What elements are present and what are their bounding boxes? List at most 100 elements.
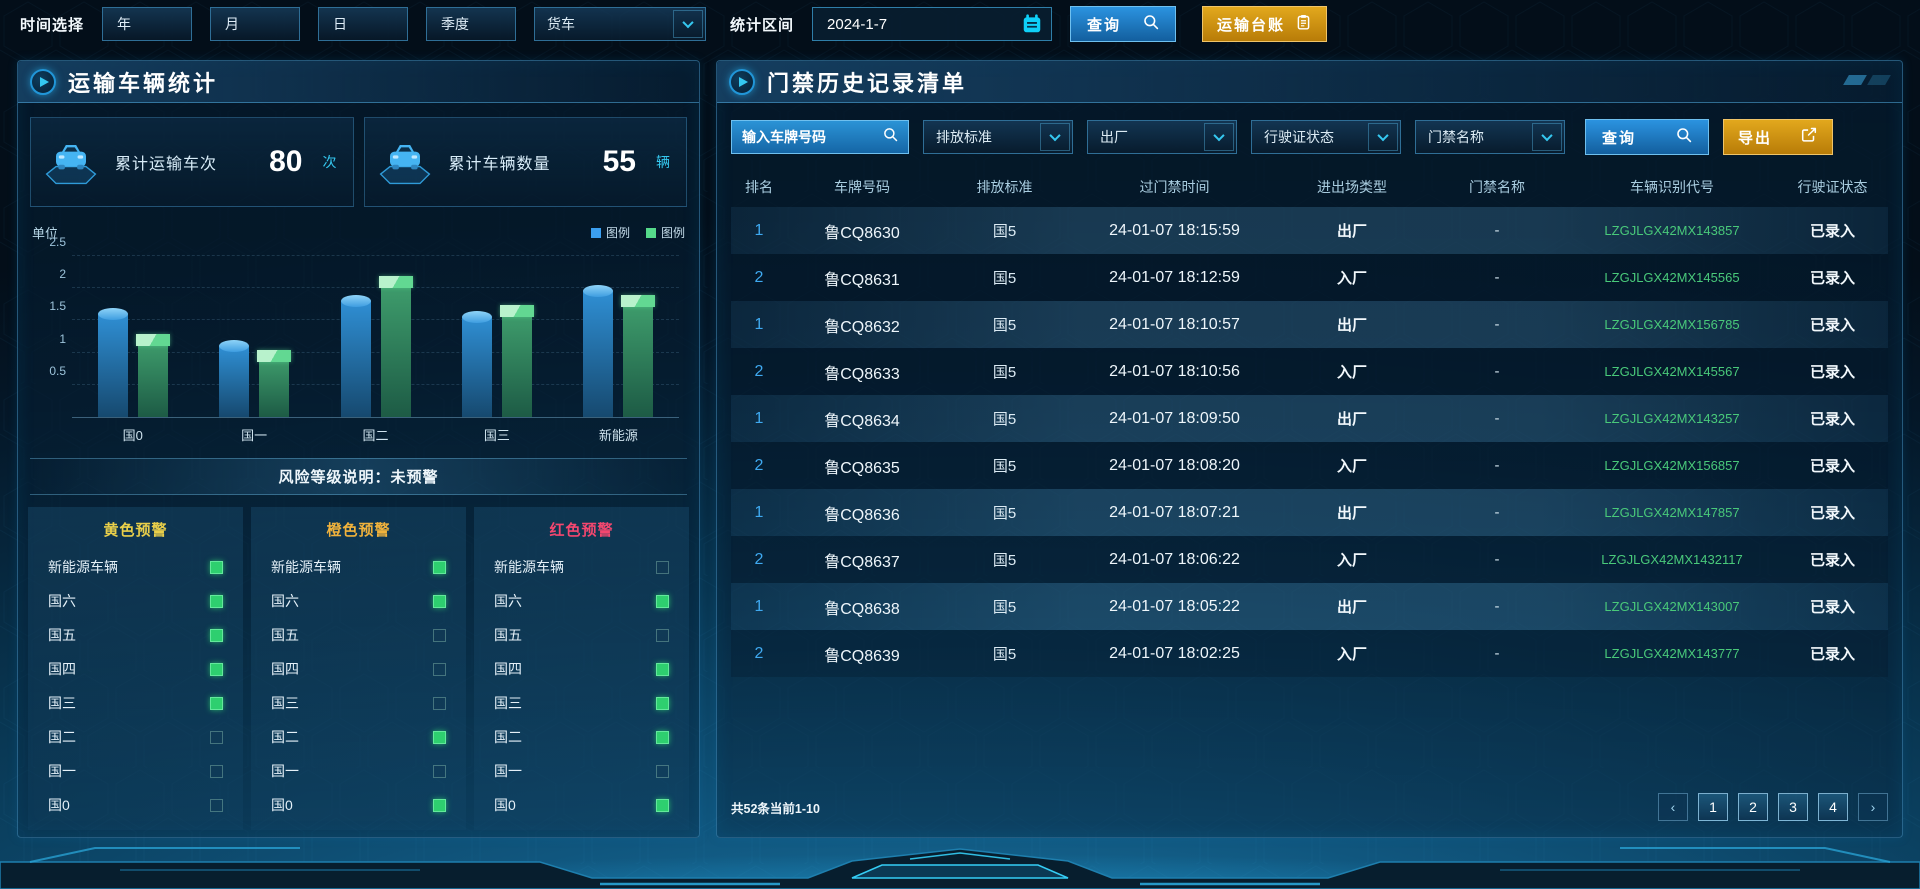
pagination-page-3[interactable]: 3: [1778, 793, 1808, 821]
warning-checkbox[interactable]: [210, 798, 223, 812]
warning-checkbox[interactable]: [433, 662, 446, 676]
warning-checkbox[interactable]: [210, 662, 223, 676]
period-button-3[interactable]: 日: [318, 7, 409, 41]
warning-checkbox[interactable]: [656, 594, 669, 608]
date-input[interactable]: [813, 15, 984, 33]
bar-cap: [378, 275, 413, 288]
bar-cap: [499, 304, 534, 317]
warning-checkbox[interactable]: [433, 730, 446, 744]
table-header-cell: 过门禁时间: [1139, 179, 1210, 195]
vin-link[interactable]: LZGJLGX42MX1432117: [1601, 552, 1743, 567]
emission-cell: 国5: [992, 411, 1017, 428]
warning-column-title: 橙色预警: [326, 522, 391, 539]
topbar-query-button[interactable]: 查询: [1070, 6, 1177, 42]
calendar-icon[interactable]: [1021, 13, 1043, 35]
warning-checkbox[interactable]: [656, 696, 669, 710]
stat-trips-value: 80: [269, 145, 303, 178]
direction-cell: 入厂: [1336, 646, 1367, 663]
vin-link[interactable]: LZGJLGX42MX143777: [1604, 646, 1740, 661]
vin-link[interactable]: LZGJLGX42MX147857: [1604, 505, 1740, 520]
legend-item-1: 图例: [590, 224, 630, 241]
gate-cell: -: [1494, 269, 1500, 286]
warning-checkbox[interactable]: [210, 730, 223, 744]
warning-checkbox[interactable]: [433, 560, 446, 574]
filter-bar: 排放标准 出厂 行驶证状态 门禁名称 查询 导出: [731, 119, 1888, 155]
warning-checkbox[interactable]: [433, 594, 446, 608]
filter-dropdown-3[interactable]: 行驶证状态: [1251, 120, 1401, 154]
plate-search-box[interactable]: [731, 120, 909, 154]
warning-checkbox[interactable]: [210, 628, 223, 642]
ledger-button-label: 运输台账: [1217, 16, 1286, 34]
warning-checkbox[interactable]: [656, 662, 669, 676]
rank-cell: 2: [754, 550, 764, 568]
filter-query-button[interactable]: 查询: [1585, 119, 1709, 155]
table-row: 1 鲁CQ8636 国5 24-01-07 18:07:21 出厂 - LZGJLGX42M…: [731, 489, 1888, 536]
car-icon: [375, 132, 435, 193]
plate-cell: 鲁CQ8634: [824, 412, 900, 430]
vin-link[interactable]: LZGJLGX42MX143007: [1604, 599, 1740, 614]
bar-cap: [219, 340, 250, 353]
warning-checkbox[interactable]: [210, 594, 223, 608]
warning-columns: 黄色预警 新能源车辆 国六 国五 国四 国三 国二 国一 国0 橙色预警 新能源车辆 国六 国五 国四 国三…: [28, 507, 689, 830]
warning-checkbox[interactable]: [656, 764, 669, 778]
chart-bar-blue: [97, 307, 128, 417]
table-row: 2 鲁CQ8635 国5 24-01-07 18:08:20 入厂 - LZGJLGX42M…: [731, 442, 1888, 489]
warning-row: 国六: [271, 584, 446, 618]
date-picker[interactable]: [812, 7, 1053, 41]
vin-link[interactable]: LZGJLGX42MX145567: [1604, 364, 1740, 379]
pagination-page-4[interactable]: 4: [1818, 793, 1848, 821]
warning-row-label: 国一: [494, 763, 522, 779]
warning-checkbox[interactable]: [656, 560, 669, 574]
chevron-down-icon: [1204, 123, 1234, 151]
warning-checkbox[interactable]: [433, 628, 446, 642]
table-body: 1 鲁CQ8630 国5 24-01-07 18:15:59 出厂 - LZGJLGX42M…: [731, 207, 1888, 677]
vehicle-type-select[interactable]: 货车: [534, 7, 707, 41]
warning-row-label: 国四: [48, 661, 76, 677]
chart-y-tick: 0.5: [49, 363, 66, 378]
warning-row: 国五: [271, 618, 446, 652]
warning-checkbox[interactable]: [656, 730, 669, 744]
vin-link[interactable]: LZGJLGX42MX143257: [1604, 411, 1740, 426]
warning-row-label: 国三: [494, 695, 522, 711]
warning-checkbox[interactable]: [433, 696, 446, 710]
warning-checkbox[interactable]: [210, 764, 223, 778]
warning-row-label: 新能源车辆: [494, 559, 564, 575]
license-status-cell: 已录入: [1809, 411, 1855, 428]
license-status-cell: 已录入: [1809, 599, 1855, 616]
pagination-next-button[interactable]: ›: [1858, 793, 1888, 821]
pagination-prev-button[interactable]: ‹: [1658, 793, 1688, 821]
warning-checkbox[interactable]: [433, 764, 446, 778]
warning-checkbox[interactable]: [433, 798, 446, 812]
bar-cap: [135, 333, 170, 346]
vin-link[interactable]: LZGJLGX42MX156785: [1604, 317, 1740, 332]
legend-swatch: [645, 227, 656, 238]
filter-dropdown-4[interactable]: 门禁名称: [1415, 120, 1565, 154]
period-button-4[interactable]: 季度: [426, 7, 517, 41]
filter-dropdown-1[interactable]: 排放标准: [923, 120, 1073, 154]
plate-cell: 鲁CQ8632: [824, 318, 900, 336]
warning-checkbox[interactable]: [210, 560, 223, 574]
warning-row-label: 国0: [271, 797, 293, 813]
vin-link[interactable]: LZGJLGX42MX145565: [1604, 270, 1740, 285]
period-button-1[interactable]: 年: [102, 7, 193, 41]
pagination-page-1[interactable]: 1: [1698, 793, 1728, 821]
vin-link[interactable]: LZGJLGX42MX143857: [1604, 223, 1740, 238]
warning-checkbox[interactable]: [656, 798, 669, 812]
export-button[interactable]: 导出: [1723, 119, 1833, 155]
plate-cell: 鲁CQ8639: [824, 647, 900, 665]
filter-dropdown-2[interactable]: 出厂: [1087, 120, 1237, 154]
chevron-down-icon: [673, 10, 704, 38]
warning-row-label: 国六: [271, 593, 299, 609]
stat-card-trips: 累计运输车次 80 次: [30, 117, 354, 207]
pagination-page-2[interactable]: 2: [1738, 793, 1768, 821]
period-button-2[interactable]: 月: [210, 7, 301, 41]
warning-checkbox[interactable]: [656, 628, 669, 642]
transport-ledger-button[interactable]: 运输台账: [1202, 6, 1328, 42]
warning-row: 国0: [271, 788, 446, 822]
vin-link[interactable]: LZGJLGX42MX156857: [1604, 458, 1740, 473]
plate-search-input[interactable]: [742, 129, 872, 145]
warning-checkbox[interactable]: [210, 696, 223, 710]
emission-cell: 国5: [992, 646, 1017, 663]
time-cell: 24-01-07 18:10:56: [1109, 362, 1240, 380]
